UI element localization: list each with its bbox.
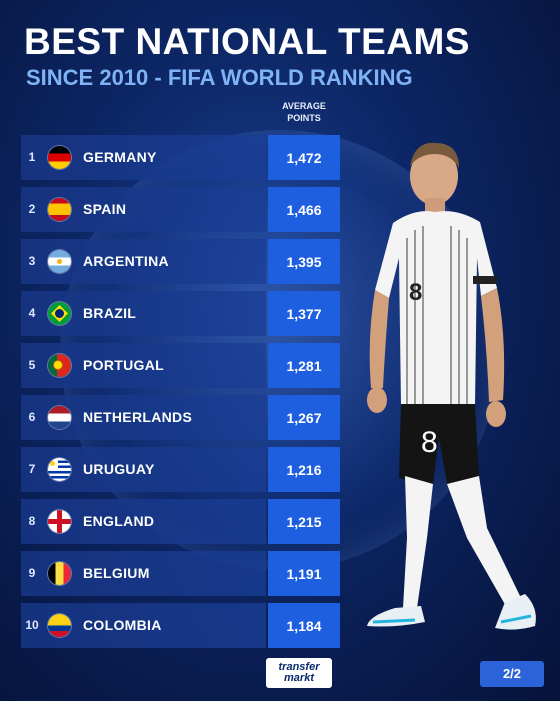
rank-number: 1 [28, 150, 36, 164]
england-flag-icon [48, 510, 71, 533]
uruguay-flag-icon [48, 458, 71, 481]
points-cell: 1,377 [268, 291, 340, 336]
transfermarkt-logo: transfer markt [266, 658, 332, 688]
spain-flag-icon [48, 198, 71, 221]
logo-line1: transfer [278, 661, 320, 673]
average-points-header: AVERAGE POINTS [266, 100, 342, 124]
rank-number: 10 [25, 618, 39, 632]
rank-number: 8 [28, 514, 36, 528]
team-cell: 3 ARGENTINA [21, 239, 266, 284]
team-cell: 1 GERMANY [21, 135, 266, 180]
team-cell: 9 BELGIUM [21, 551, 266, 596]
table-row: 3 ARGENTINA 1,395 [21, 239, 341, 284]
points-cell: 1,191 [268, 551, 340, 596]
team-name: NETHERLANDS [83, 409, 193, 425]
points-cell: 1,281 [268, 343, 340, 388]
page-indicator: 2/2 [480, 661, 544, 687]
points-cell: 1,215 [268, 499, 340, 544]
rank-number: 6 [28, 410, 36, 424]
rank-number: 9 [28, 566, 36, 580]
table-row: 8 ENGLAND 1,215 [21, 499, 341, 544]
points-cell: 1,466 [268, 187, 340, 232]
belgium-flag-icon [48, 562, 71, 585]
table-row: 9 BELGIUM 1,191 [21, 551, 341, 596]
colombia-flag-icon [48, 614, 71, 637]
rank-number: 5 [28, 358, 36, 372]
table-row: 5 PORTUGAL 1,281 [21, 343, 341, 388]
team-cell: 4 BRAZIL [21, 291, 266, 336]
table-row: 2 SPAIN 1,466 [21, 187, 341, 232]
rank-number: 3 [28, 254, 36, 268]
points-cell: 1,184 [268, 603, 340, 648]
team-cell: 7 URUGUAY [21, 447, 266, 492]
page-title: BEST NATIONAL TEAMS [24, 21, 470, 62]
team-cell: 5 PORTUGAL [21, 343, 266, 388]
points-cell: 1,267 [268, 395, 340, 440]
rank-number: 2 [28, 202, 36, 216]
points-cell: 1,216 [268, 447, 340, 492]
team-cell: 8 ENGLAND [21, 499, 266, 544]
ranking-table: 1 GERMANY 1,472 2 SPAIN 1,466 3 ARGENTIN… [21, 135, 341, 655]
team-name: BELGIUM [83, 565, 150, 581]
column-head-line2: POINTS [287, 113, 321, 123]
logo-line2: markt [284, 672, 314, 684]
team-name: COLOMBIA [83, 617, 162, 633]
svg-text:8: 8 [409, 279, 422, 306]
team-cell: 10 COLOMBIA [21, 603, 266, 648]
team-name: ARGENTINA [83, 253, 169, 269]
points-cell: 1,395 [268, 239, 340, 284]
team-name: PORTUGAL [83, 357, 164, 373]
table-row: 10 COLOMBIA 1,184 [21, 603, 341, 648]
argentina-flag-icon [48, 250, 71, 273]
rank-number: 7 [28, 462, 36, 476]
team-name: URUGUAY [83, 461, 155, 477]
player-illustration: 8 8 [367, 142, 536, 630]
svg-text:8: 8 [421, 426, 438, 459]
points-cell: 1,472 [268, 135, 340, 180]
netherlands-flag-icon [48, 406, 71, 429]
page-subtitle: SINCE 2010 - FIFA WORLD RANKING [26, 65, 413, 90]
table-row: 6 NETHERLANDS 1,267 [21, 395, 341, 440]
team-name: GERMANY [83, 149, 157, 165]
germany-flag-icon [48, 146, 71, 169]
team-name: SPAIN [83, 201, 127, 217]
table-row: 4 BRAZIL 1,377 [21, 291, 341, 336]
team-cell: 2 SPAIN [21, 187, 266, 232]
portugal-flag-icon [48, 354, 71, 377]
team-name: ENGLAND [83, 513, 155, 529]
team-cell: 6 NETHERLANDS [21, 395, 266, 440]
table-row: 1 GERMANY 1,472 [21, 135, 341, 180]
rank-number: 4 [28, 306, 36, 320]
column-head-line1: AVERAGE [282, 101, 326, 111]
brazil-flag-icon [48, 302, 71, 325]
table-row: 7 URUGUAY 1,216 [21, 447, 341, 492]
team-name: BRAZIL [83, 305, 137, 321]
